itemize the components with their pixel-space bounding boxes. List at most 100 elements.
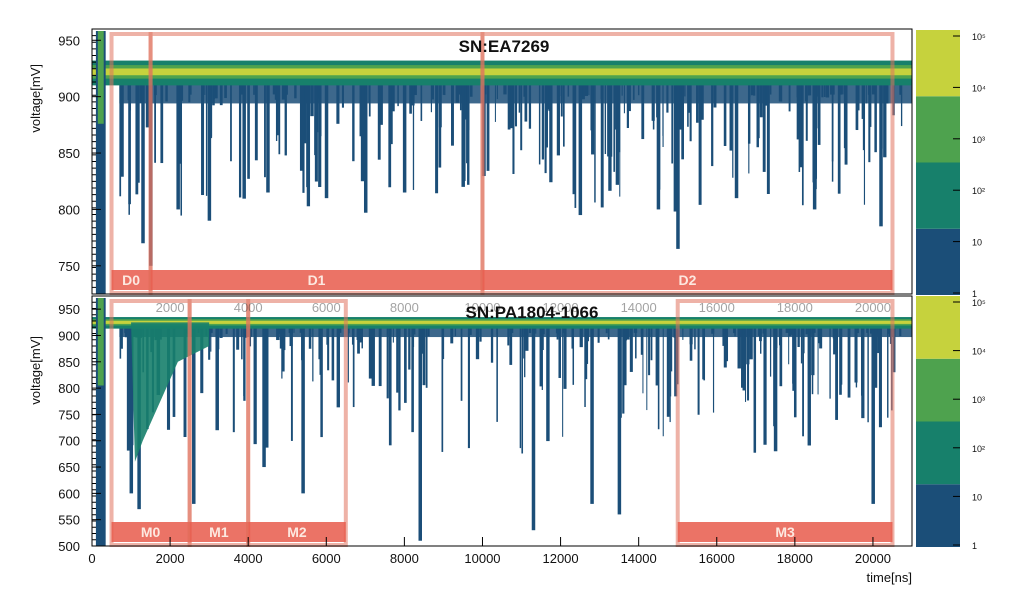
streak-mark — [847, 322, 851, 398]
streak-mark — [528, 71, 532, 129]
streak-mark — [799, 71, 802, 148]
streak-mark — [496, 71, 498, 100]
streak-mark — [119, 322, 122, 359]
streak-mark — [563, 322, 567, 389]
streak-mark — [397, 71, 399, 107]
streak-mark — [236, 322, 240, 350]
panel-top-frame — [91, 28, 913, 295]
streak-mark — [669, 322, 671, 423]
streak-mark — [368, 71, 371, 117]
x-tick-label: 2000 — [156, 551, 185, 566]
colorbar-segment — [916, 30, 960, 97]
streak-mark — [874, 322, 878, 388]
streak-mark — [319, 71, 322, 137]
y-tick-label: 800 — [58, 381, 80, 396]
streak-mark — [800, 322, 803, 364]
streak-mark — [650, 322, 653, 361]
streak-mark — [519, 322, 522, 449]
streak-mark — [360, 71, 365, 182]
y-tick-label: 750 — [58, 259, 80, 274]
streak-mark — [357, 322, 360, 354]
streak-mark — [126, 322, 130, 451]
dip-mark — [418, 322, 422, 541]
streak-mark — [352, 322, 355, 408]
streak-mark — [120, 322, 123, 349]
edge-mark-green — [97, 298, 104, 386]
y-tick-label: 850 — [58, 146, 80, 161]
streak-mark — [496, 322, 498, 422]
dip-mark — [617, 322, 622, 515]
y-tick-label: 800 — [58, 202, 80, 217]
streak-mark — [490, 322, 494, 363]
streak-mark — [486, 71, 490, 171]
dip-mark — [176, 71, 180, 210]
streak-mark — [460, 322, 463, 401]
streak-mark — [674, 322, 678, 397]
streak-mark — [805, 71, 808, 141]
streak-mark — [361, 322, 363, 349]
streak-mark — [160, 71, 164, 164]
streak-mark — [518, 71, 521, 113]
panel-bottom-title: SN:PA1804-1066 — [466, 303, 599, 322]
streak-mark — [409, 71, 412, 105]
streak-mark — [276, 322, 280, 341]
region-box — [246, 299, 348, 547]
colorbar-segment — [916, 358, 960, 422]
streak-mark — [274, 71, 277, 100]
streak-mark — [626, 71, 629, 129]
dip-mark — [531, 322, 536, 531]
streak-mark — [120, 71, 124, 177]
streak-mark — [635, 322, 637, 359]
streak-mark — [759, 322, 762, 342]
streak-mark — [327, 322, 330, 371]
streak-mark — [306, 71, 311, 207]
streak-mark — [538, 71, 541, 165]
baseline-band-yellow — [92, 320, 912, 324]
x-tick-label: 10000 — [464, 551, 500, 566]
streak-mark — [363, 71, 368, 213]
streak-mark — [562, 71, 565, 147]
streak-mark — [310, 71, 314, 117]
panel-top-colorbar: 1 10 10² 10³ 10⁴ 10⁵ — [916, 30, 986, 299]
streak-mark — [351, 322, 355, 345]
streak-mark — [541, 322, 543, 390]
streak-mark — [696, 71, 699, 123]
region-label: M2 — [287, 524, 307, 540]
y-tick-label: 950 — [58, 33, 80, 48]
region-band — [150, 270, 483, 290]
ghost-tick-label: 6000 — [312, 300, 341, 315]
streak-mark — [320, 322, 323, 438]
streak-mark — [378, 322, 382, 387]
streak-mark — [811, 322, 815, 376]
ghost-tick-label: 2000 — [156, 300, 185, 315]
ghost-tick-label: 16000 — [699, 300, 735, 315]
streak-mark — [617, 71, 621, 153]
streak-mark — [304, 71, 307, 144]
streak-mark — [278, 71, 281, 155]
streak-mark — [628, 71, 631, 112]
streak-mark — [386, 322, 389, 399]
dip-mark — [402, 71, 407, 193]
region-label: D0 — [122, 272, 140, 288]
streak-mark — [788, 322, 790, 365]
colorbar-label: 10⁵ — [972, 298, 986, 308]
streak-mark — [137, 71, 140, 183]
streak-mark — [729, 71, 733, 151]
streak-mark — [744, 322, 747, 402]
streak-mark — [763, 322, 767, 445]
streak-mark — [435, 71, 439, 194]
streak-mark — [200, 322, 204, 394]
streak-mark — [521, 322, 524, 454]
streak-mark — [541, 71, 545, 160]
streak-mark — [398, 322, 401, 411]
streak-mark — [747, 322, 750, 401]
streak-mark — [579, 322, 583, 348]
streak-mark — [520, 71, 523, 151]
streak-mark — [438, 71, 442, 128]
dip-mark — [192, 322, 196, 504]
streak-mark — [391, 71, 394, 111]
streak-mark — [205, 71, 208, 196]
streak-mark — [807, 322, 811, 446]
streak-mark — [862, 71, 865, 151]
streak-mark — [657, 322, 660, 430]
